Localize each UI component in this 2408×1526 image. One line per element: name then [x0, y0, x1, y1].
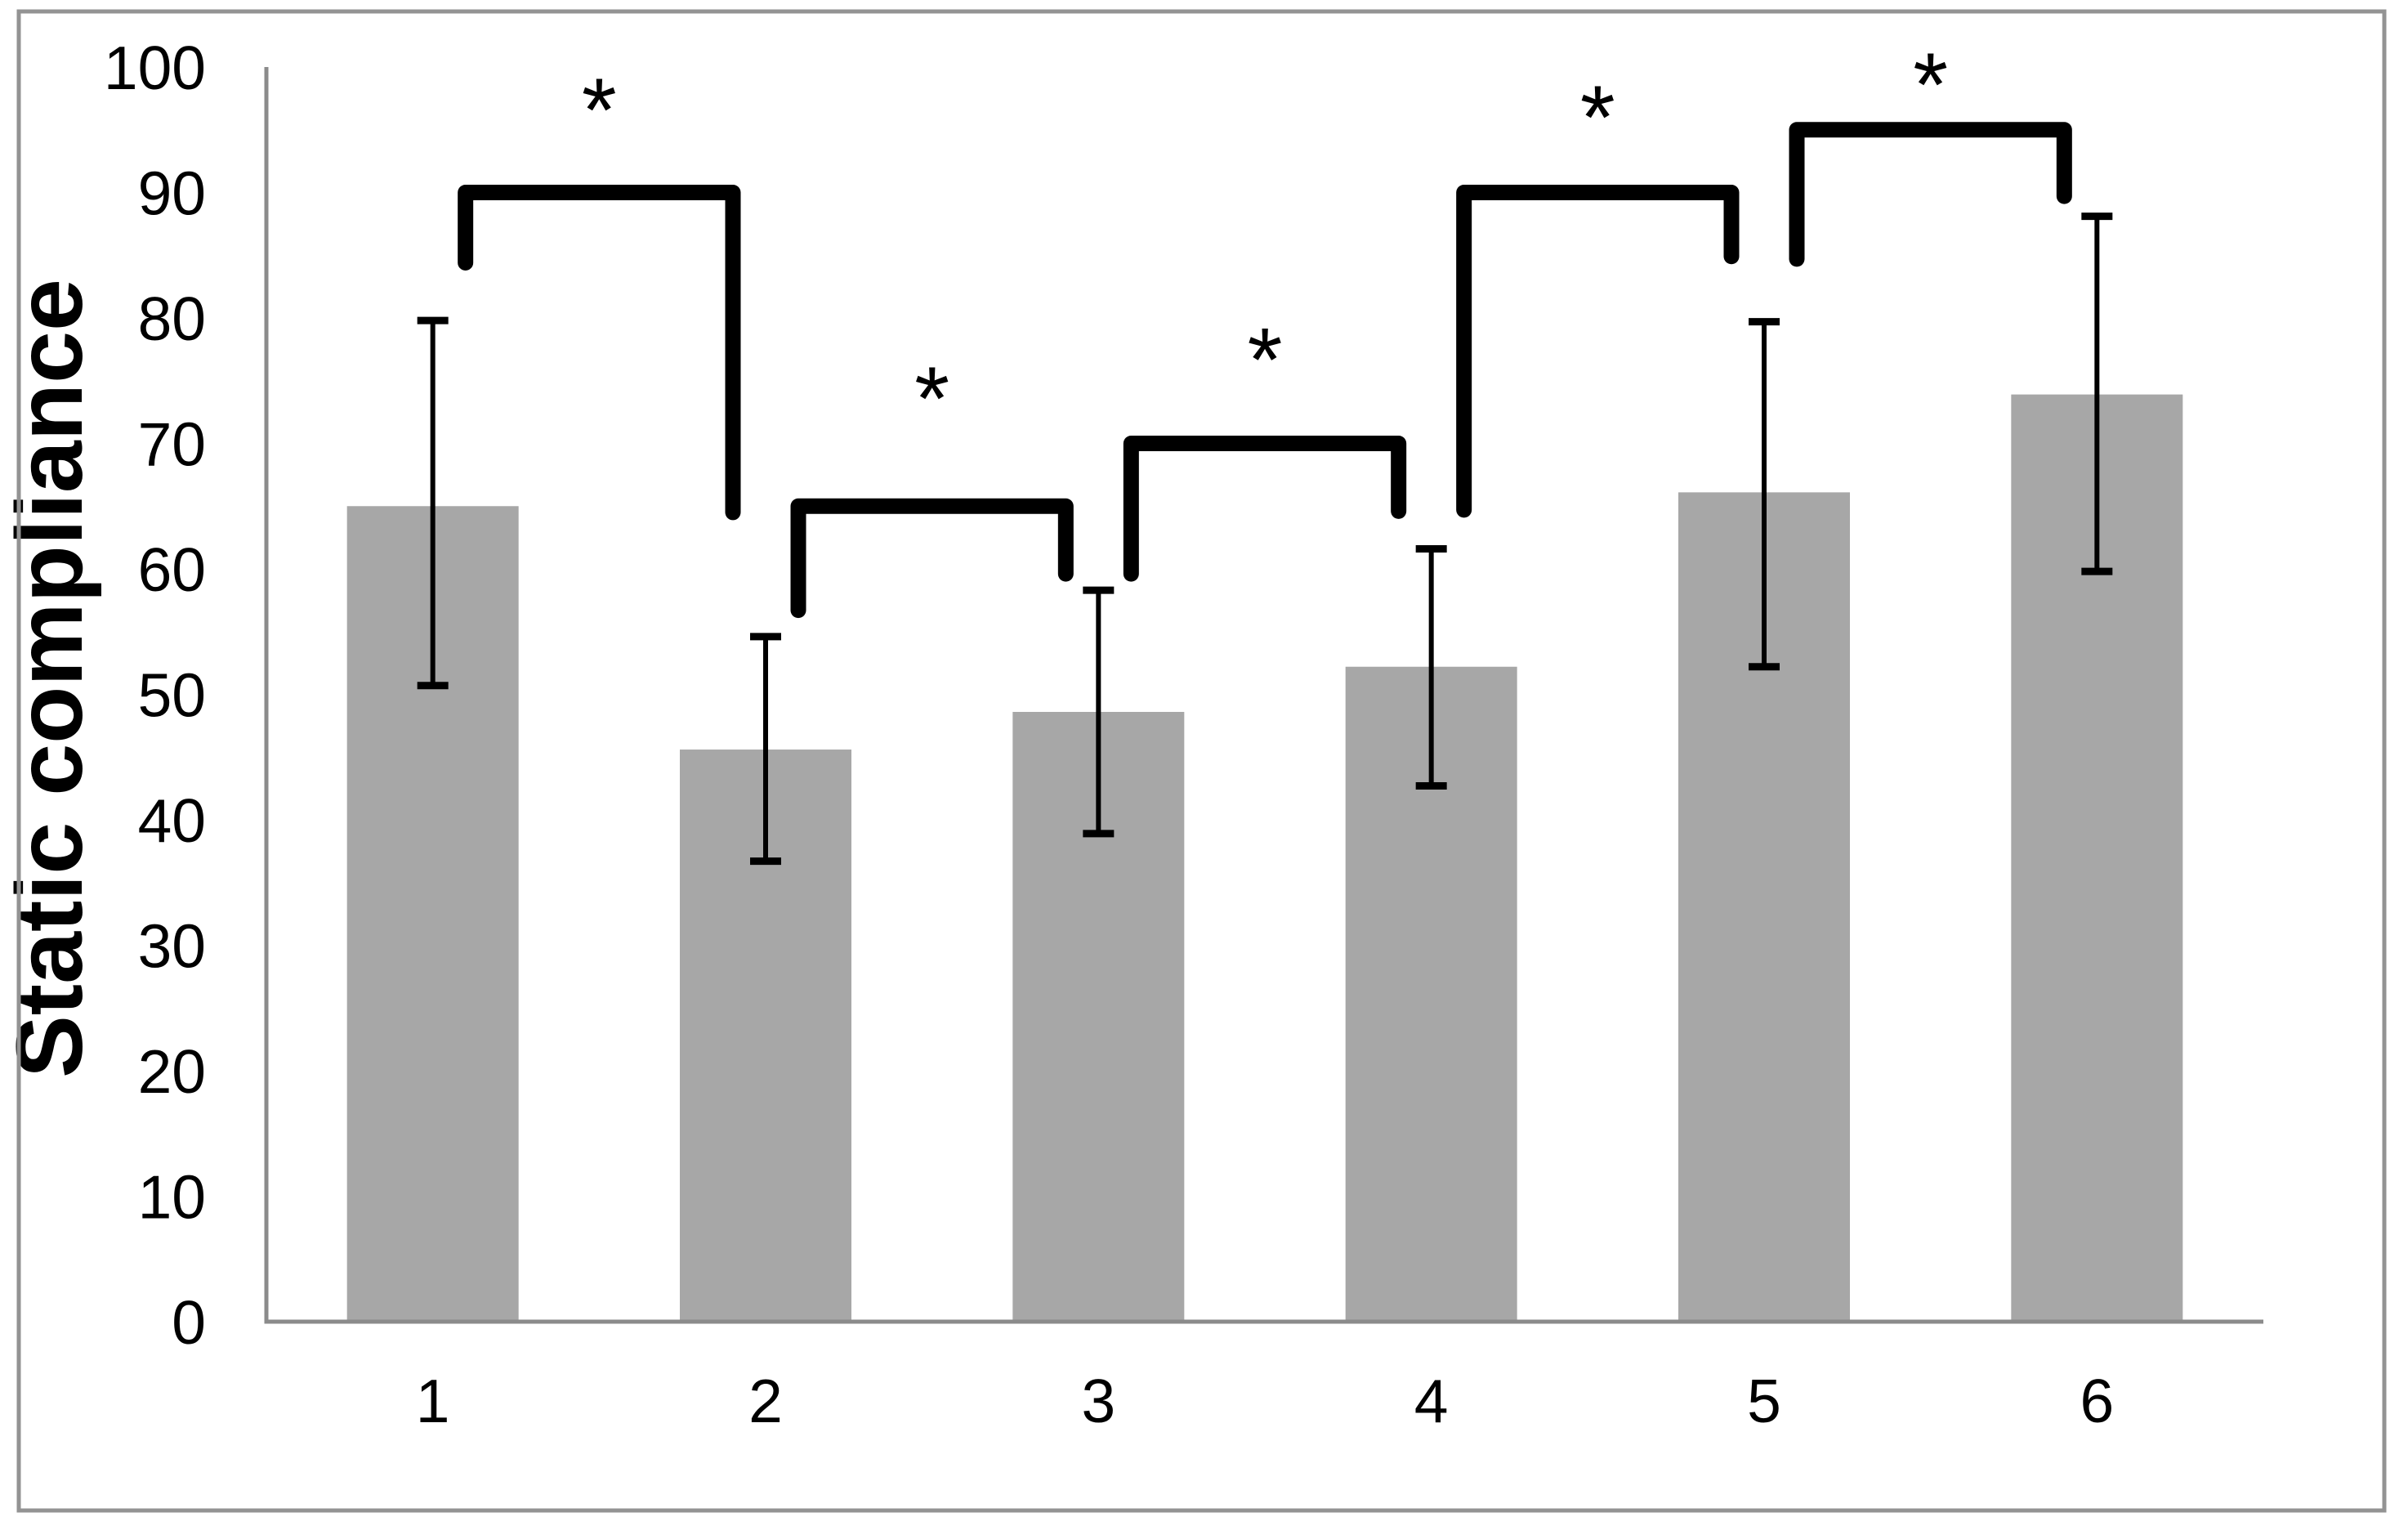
x-tick-label-2: 2 [748, 1367, 783, 1435]
y-tick-label-40: 40 [138, 786, 206, 855]
y-tick-label-60: 60 [138, 535, 206, 604]
y-tick-label-10: 10 [138, 1163, 206, 1232]
sig-asterisk-4-5: * [1580, 68, 1615, 168]
x-tick-label-1: 1 [416, 1367, 450, 1435]
x-tick-label-6: 6 [2080, 1367, 2114, 1435]
sig-asterisk-1-2: * [582, 60, 617, 160]
y-tick-label-90: 90 [138, 159, 206, 228]
y-tick-label-0: 0 [172, 1288, 206, 1357]
x-tick-label-4: 4 [1414, 1367, 1449, 1435]
y-tick-label-80: 80 [138, 284, 206, 353]
y-tick-label-50: 50 [138, 661, 206, 730]
sig-bracket-5-6 [1789, 122, 2072, 267]
y-tick-label-20: 20 [138, 1037, 206, 1106]
sig-asterisk-2-3: * [914, 348, 949, 449]
sig-bracket-1-2 [458, 185, 741, 521]
sig-bracket-2-3 [790, 498, 1074, 619]
sig-asterisk-3-4: * [1248, 310, 1283, 410]
x-tick-label-5: 5 [1747, 1367, 1781, 1435]
figure-border [16, 9, 2387, 1513]
x-tick-label-3: 3 [1081, 1367, 1115, 1435]
sig-bracket-4-5 [1456, 185, 1740, 518]
sig-bracket-3-4 [1123, 436, 1407, 582]
y-axis-title: Static compliance [0, 279, 102, 1078]
y-tick-label-70: 70 [138, 410, 206, 479]
y-tick-label-30: 30 [138, 912, 206, 981]
y-tick-label-100: 100 [104, 34, 206, 102]
sig-asterisk-5-6: * [1913, 35, 1948, 136]
